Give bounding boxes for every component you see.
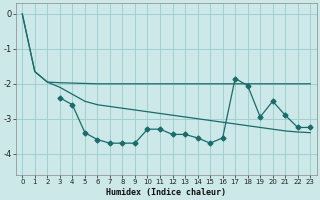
X-axis label: Humidex (Indice chaleur): Humidex (Indice chaleur) — [106, 188, 226, 197]
